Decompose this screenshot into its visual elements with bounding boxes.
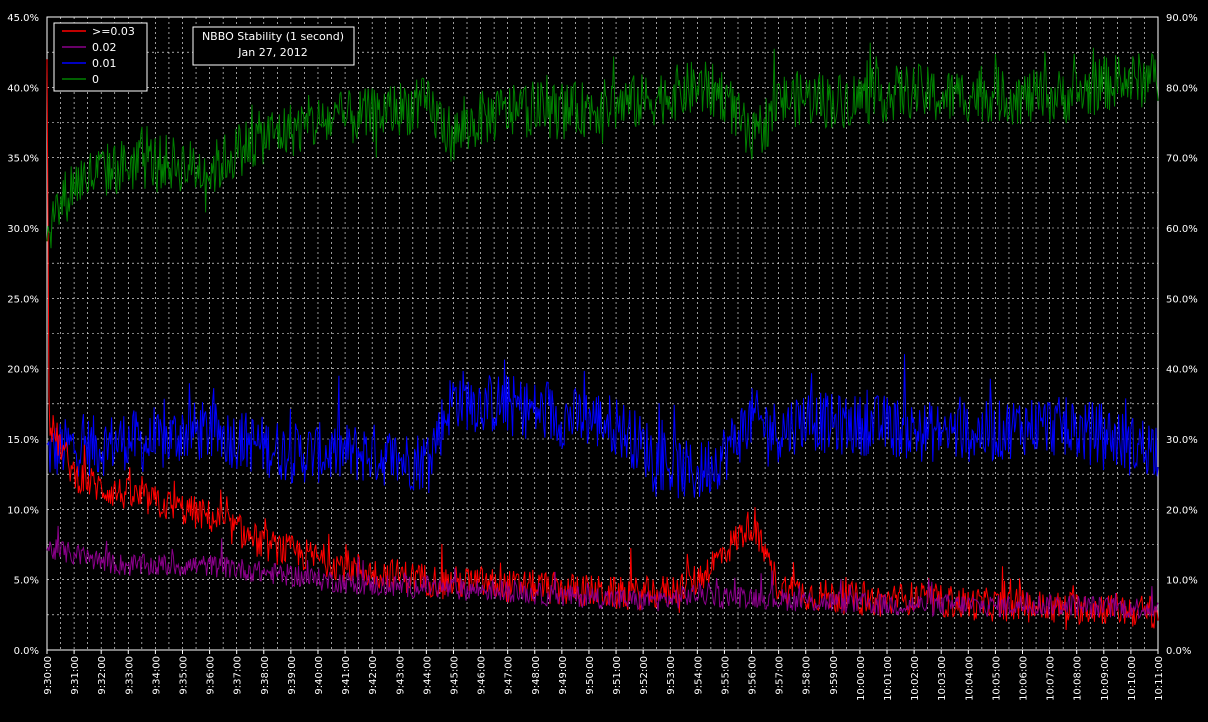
x-tick-label: 10:08:00 [1073, 656, 1084, 701]
y-right-tick-label: 90.0% [1166, 13, 1198, 24]
y-right-tick-label: 80.0% [1166, 83, 1198, 94]
x-tick-label: 9:30:00 [43, 656, 54, 695]
x-tick-label: 10:06:00 [1019, 656, 1030, 701]
y-left-tick-label: 25.0% [7, 294, 39, 305]
series-line-1 [46, 59, 1159, 631]
x-tick-label: 9:53:00 [666, 656, 677, 695]
y-left-tick-label: 20.0% [7, 365, 39, 376]
grid [47, 17, 1158, 650]
legend: >=0.03 0.02 0.01 0 [53, 22, 148, 92]
x-axis: 9:30:00 9:31:00 9:32:00 9:33:00 9:34:00 9:35:… [43, 650, 1165, 701]
x-tick-label: 9:37:00 [233, 656, 244, 695]
x-tick-label: 10:07:00 [1046, 656, 1057, 701]
x-tick-label: 10:00:00 [856, 656, 867, 701]
y-axis-left: 0.0% 5.0% 10.0% 15.0% 20.0% 25.0% 30.0% 35.0% 40… [7, 13, 39, 657]
series-line-4 [46, 42, 1159, 249]
x-tick-label: 9:45:00 [449, 656, 460, 695]
y-left-tick-label: 45.0% [7, 13, 39, 24]
x-tick-label: 9:33:00 [124, 656, 135, 695]
chart-subtitle: Jan 27, 2012 [237, 46, 307, 59]
x-tick-label: 9:41:00 [341, 656, 352, 695]
x-tick-label: 9:31:00 [70, 656, 81, 695]
x-tick-label: 9:36:00 [206, 656, 217, 695]
title-box: NBBO Stability (1 second) Jan 27, 2012 [192, 26, 355, 66]
x-tick-label: 9:57:00 [775, 656, 786, 695]
x-tick-label: 10:04:00 [964, 656, 975, 701]
y-right-tick-label: 60.0% [1166, 224, 1198, 235]
y-right-tick-label: 10.0% [1166, 576, 1198, 587]
series-line-3 [46, 354, 1159, 499]
x-tick-label: 9:40:00 [314, 656, 325, 695]
y-left-tick-label: 30.0% [7, 224, 39, 235]
x-tick-label: 9:46:00 [477, 656, 488, 695]
x-tick-label: 9:48:00 [531, 656, 542, 695]
y-right-tick-label: 30.0% [1166, 435, 1198, 446]
x-tick-label: 9:44:00 [422, 656, 433, 695]
x-tick-label: 9:50:00 [585, 656, 596, 695]
series-line-2 [46, 525, 1159, 620]
x-tick-label: 9:32:00 [97, 656, 108, 695]
x-tick-label: 9:55:00 [720, 656, 731, 695]
series-layer [46, 42, 1159, 631]
y-right-tick-label: 70.0% [1166, 154, 1198, 165]
y-left-tick-label: 0.0% [14, 646, 39, 657]
y-left-tick-label: 5.0% [14, 576, 39, 587]
y-left-tick-label: 10.0% [7, 505, 39, 516]
x-tick-label: 9:52:00 [639, 656, 650, 695]
y-left-tick-label: 15.0% [7, 435, 39, 446]
x-tick-label: 10:10:00 [1127, 656, 1138, 701]
legend-label: >=0.03 [92, 25, 135, 38]
y-right-tick-label: 0.0% [1166, 646, 1191, 657]
legend-entries: >=0.03 0.02 0.01 0 [62, 25, 135, 86]
y-right-tick-label: 40.0% [1166, 365, 1198, 376]
x-tick-label: 9:58:00 [802, 656, 813, 695]
x-tick-label: 10:09:00 [1100, 656, 1111, 701]
x-tick-label: 10:02:00 [910, 656, 921, 701]
y-left-tick-label: 35.0% [7, 154, 39, 165]
x-tick-label: 10:05:00 [991, 656, 1002, 701]
x-tick-label: 9:59:00 [829, 656, 840, 695]
x-tick-label: 10:03:00 [937, 656, 948, 701]
x-tick-label: 10:11:00 [1154, 656, 1165, 701]
x-tick-label: 9:43:00 [395, 656, 406, 695]
chart-title: NBBO Stability (1 second) [202, 30, 344, 43]
y-right-tick-label: 20.0% [1166, 505, 1198, 516]
x-tick-label: 9:38:00 [260, 656, 271, 695]
x-tick-label: 9:42:00 [368, 656, 379, 695]
legend-label: 0 [92, 73, 99, 86]
legend-label: 0.02 [92, 41, 117, 54]
title-box-frame [192, 26, 355, 66]
legend-label: 0.01 [92, 57, 117, 70]
x-tick-label: 9:49:00 [558, 656, 569, 695]
y-axis-right: 0.0% 10.0% 20.0% 30.0% 40.0% 50.0% 60.0% 70.0% 8… [1166, 13, 1198, 657]
y-left-tick-label: 40.0% [7, 83, 39, 94]
x-tick-label: 9:35:00 [178, 656, 189, 695]
y-right-tick-label: 50.0% [1166, 294, 1198, 305]
x-tick-label: 9:54:00 [693, 656, 704, 695]
x-tick-label: 9:34:00 [151, 656, 162, 695]
x-tick-label: 9:47:00 [504, 656, 515, 695]
x-tick-label: 9:56:00 [748, 656, 759, 695]
x-tick-label: 9:51:00 [612, 656, 623, 695]
x-tick-label: 10:01:00 [883, 656, 894, 701]
x-tick-label: 9:39:00 [287, 656, 298, 695]
